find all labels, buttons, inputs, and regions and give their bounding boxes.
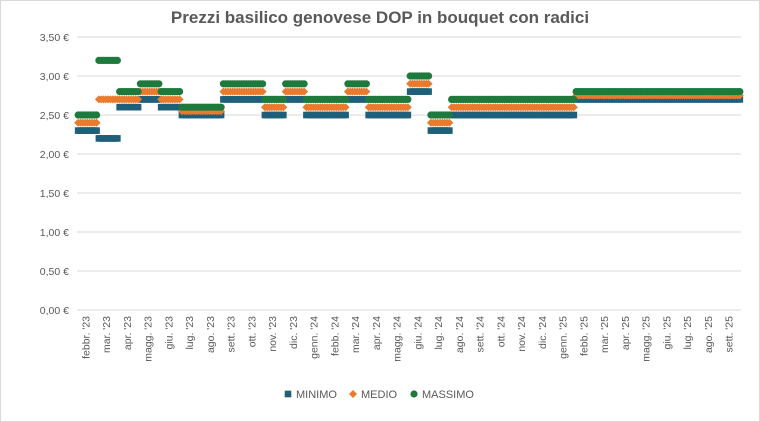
- x-tick-label: apr. '23: [122, 316, 134, 350]
- point-massimo: [300, 80, 308, 88]
- x-tick-label: ago. '25: [703, 316, 715, 353]
- legend: MINIMO MEDIO MASSIMO: [284, 389, 474, 401]
- chart-title: Prezzi basilico genovese DOP in bouquet …: [171, 8, 589, 27]
- point-massimo: [570, 95, 578, 103]
- x-tick-label: giu. '23: [163, 316, 175, 350]
- point-massimo: [445, 111, 453, 119]
- legend-label: MASSIMO: [422, 389, 474, 401]
- point-medio: [279, 103, 288, 112]
- point-medio: [134, 95, 143, 104]
- point-massimo: [362, 80, 370, 88]
- x-axis: febbr. '23 mar. '23 apr. '23 magg. '23 giu. …: [80, 316, 735, 362]
- x-tick-label: sett. '25: [724, 316, 736, 353]
- point-massimo: [155, 80, 163, 88]
- x-tick-label: mar. '23: [101, 316, 113, 353]
- point-minimo: [570, 111, 578, 119]
- y-axis: 0,00 € 0,50 € 1,00 € 1,50 € 2,00 € 2,50 € 3,00…: [40, 32, 69, 317]
- point-minimo: [342, 111, 349, 119]
- x-tick-label: mar. '25: [599, 316, 611, 353]
- point-medio: [175, 95, 184, 104]
- point-minimo: [446, 127, 453, 134]
- x-tick-label: magg. '23: [143, 316, 155, 362]
- y-tick-label: 2,00 €: [40, 149, 69, 161]
- point-medio: [403, 103, 412, 112]
- point-massimo: [424, 72, 433, 80]
- y-tick-label: 1,50 €: [40, 188, 69, 200]
- x-tick-label: ago. '23: [205, 316, 217, 353]
- point-massimo: [134, 88, 142, 96]
- x-tick-label: apr. '24: [371, 316, 383, 350]
- legend-swatch: [349, 390, 357, 398]
- x-tick-label: nov. '23: [267, 316, 279, 352]
- point-minimo: [93, 127, 100, 134]
- x-tick-label: giu. '24: [412, 316, 424, 350]
- legend-label: MEDIO: [361, 389, 398, 401]
- point-massimo: [175, 88, 184, 96]
- point-massimo: [92, 111, 101, 119]
- y-tick-label: 0,00 €: [40, 305, 69, 317]
- x-tick-label: ott. '23: [246, 316, 258, 347]
- x-tick-label: apr. '25: [620, 316, 632, 350]
- y-tick-label: 3,50 €: [40, 32, 69, 44]
- x-tick-label: lug. '23: [184, 316, 196, 350]
- x-tick-label: mar. '24: [350, 316, 362, 353]
- point-medio: [258, 87, 267, 96]
- x-tick-label: sett. '23: [226, 316, 238, 353]
- point-medio: [300, 87, 309, 96]
- point-massimo: [258, 80, 267, 88]
- x-tick-label: lug. '25: [682, 316, 694, 350]
- point-massimo: [736, 88, 744, 96]
- point-medio: [92, 118, 101, 127]
- point-medio: [569, 103, 578, 112]
- x-tick-label: febb. '24: [329, 316, 341, 356]
- x-tick-label: genn. '25: [558, 316, 570, 359]
- point-medio: [341, 103, 350, 112]
- x-tick-label: magg. '25: [641, 316, 653, 362]
- x-tick-label: magg. '24: [392, 316, 404, 362]
- point-massimo: [404, 95, 412, 103]
- point-minimo: [425, 88, 432, 95]
- point-medio: [424, 79, 433, 88]
- point-massimo: [341, 95, 350, 103]
- point-massimo: [279, 95, 287, 103]
- x-tick-label: genn. '24: [309, 316, 321, 359]
- x-tick-label: nov. '24: [516, 316, 528, 352]
- legend-item-minimo: MINIMO: [284, 389, 337, 401]
- legend-item-medio: MEDIO: [349, 389, 398, 401]
- y-tick-label: 0,50 €: [40, 266, 69, 278]
- data-points: [74, 56, 744, 142]
- x-tick-label: ago. '24: [454, 316, 466, 353]
- point-minimo: [114, 135, 121, 142]
- point-medio: [445, 118, 454, 127]
- point-minimo: [134, 103, 142, 111]
- x-tick-label: lug. '24: [433, 316, 445, 350]
- point-massimo: [217, 103, 225, 111]
- legend-swatch: [410, 390, 418, 398]
- x-tick-label: dic. '23: [288, 316, 300, 349]
- legend-item-massimo: MASSIMO: [410, 389, 474, 401]
- x-tick-label: dic. '24: [537, 316, 549, 349]
- x-tick-label: giu. '25: [661, 316, 673, 350]
- x-tick-label: ott. '24: [495, 316, 507, 347]
- point-medio: [362, 87, 371, 96]
- x-tick-label: febbr. '23: [80, 316, 92, 359]
- legend-swatch: [284, 390, 292, 398]
- series-medio: [74, 79, 744, 127]
- x-tick-label: sett. '24: [475, 316, 487, 353]
- y-tick-label: 3,00 €: [40, 71, 69, 83]
- y-tick-label: 2,50 €: [40, 110, 69, 122]
- y-tick-label: 1,00 €: [40, 227, 69, 239]
- series-massimo: [74, 56, 744, 119]
- point-minimo: [404, 111, 412, 119]
- x-tick-label: febb. '25: [578, 316, 590, 356]
- legend-label: MINIMO: [296, 389, 337, 401]
- point-minimo: [280, 111, 287, 119]
- point-massimo: [113, 56, 121, 64]
